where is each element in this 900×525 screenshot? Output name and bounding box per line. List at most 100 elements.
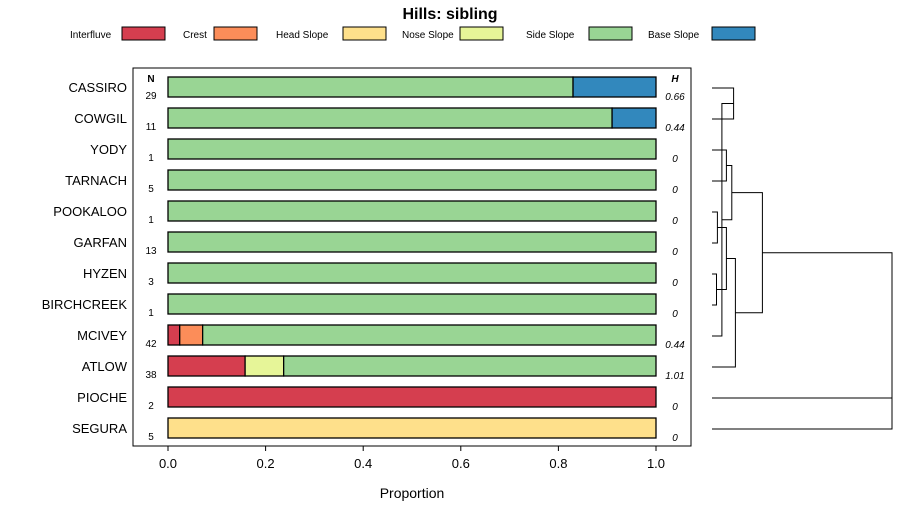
n-header: N — [147, 74, 154, 85]
n-value: 29 — [145, 91, 157, 102]
x-tick-label: 0.2 — [257, 456, 275, 471]
row-label: BIRCHCREEK — [42, 297, 128, 312]
n-value: 5 — [148, 184, 154, 195]
n-value: 5 — [148, 432, 154, 443]
bar-row: GARFAN 13 0 — [74, 231, 678, 258]
bar-segment — [167, 76, 574, 98]
bar-segment — [167, 386, 657, 408]
bar-segment — [167, 262, 657, 284]
n-value: 42 — [145, 339, 157, 350]
x-tick-label: 1.0 — [647, 456, 665, 471]
h-value: 1.01 — [665, 371, 684, 382]
row-label: HYZEN — [83, 266, 127, 281]
row-label: MCIVEY — [77, 328, 127, 343]
bar-row: COWGIL 11 0.44 — [74, 107, 685, 134]
h-value: 0 — [672, 216, 678, 227]
chart-title: Hills: sibling — [402, 6, 497, 23]
dendrogram-branch — [712, 252, 893, 399]
legend-label: Nose Slope — [402, 30, 454, 41]
bar-segment — [167, 293, 657, 315]
row-label: POOKALOO — [53, 204, 127, 219]
bar-segment — [167, 355, 246, 377]
row-label: SEGURA — [72, 421, 127, 436]
bar-row: PIOCHE 2 0 — [77, 386, 678, 413]
legend-label: Side Slope — [526, 30, 575, 41]
row-label: COWGIL — [74, 111, 127, 126]
row-label: YODY — [90, 142, 127, 157]
dendrogram-branch — [731, 192, 763, 314]
bar-segment — [244, 355, 285, 377]
bar-row: YODY 1 0 — [90, 138, 678, 165]
dendrogram — [712, 87, 893, 430]
n-value: 3 — [148, 277, 154, 288]
n-value: 1 — [148, 153, 154, 164]
h-value: 0.44 — [665, 340, 685, 351]
bar-segment — [201, 324, 657, 346]
bar-segment — [167, 169, 657, 191]
bar-row: SEGURA 5 0 — [72, 417, 678, 444]
legend-swatch — [711, 26, 756, 41]
row-label: ATLOW — [82, 359, 128, 374]
legend-label: Interfluve — [70, 30, 112, 41]
h-value: 0 — [672, 185, 678, 196]
bar-row: ATLOW 38 1.01 — [82, 355, 685, 382]
bar-row: POOKALOO 1 0 — [53, 200, 678, 227]
h-value: 0 — [672, 154, 678, 165]
legend-swatch — [459, 26, 504, 41]
legend-swatch — [588, 26, 633, 41]
row-label: GARFAN — [74, 235, 127, 250]
legend: Interfluve Crest Head Slope Nose Slope Side … — [70, 26, 756, 41]
legend-swatch — [213, 26, 258, 41]
bar-segment — [572, 76, 657, 98]
h-value: 0 — [672, 309, 678, 320]
bar-row: CASSIRO 29 0.66 — [68, 76, 685, 103]
bar-row: BIRCHCREEK 1 0 — [42, 293, 678, 320]
legend-swatch — [121, 26, 166, 41]
row-label: PIOCHE — [77, 390, 127, 405]
h-value: 0.44 — [665, 123, 685, 134]
x-tick-label: 0.4 — [354, 456, 372, 471]
plot-frame — [132, 67, 692, 447]
dendrogram-branch — [712, 273, 717, 306]
legend-label: Crest — [183, 30, 207, 41]
x-tick-label: 0.6 — [452, 456, 470, 471]
bar-segment — [167, 200, 657, 222]
x-tick-label: 0.0 — [159, 456, 177, 471]
n-value: 2 — [148, 401, 154, 412]
bar-row: TARNACH 5 0 — [65, 169, 678, 196]
dendrogram-branch — [712, 149, 727, 182]
bar-segment — [611, 107, 657, 129]
h-value: 0 — [672, 402, 678, 413]
dendrogram-branch — [712, 325, 893, 430]
x-axis-title: Proportion — [380, 485, 445, 501]
h-value: 0.66 — [665, 92, 685, 103]
h-value: 0 — [672, 433, 678, 444]
bar-row: HYZEN 3 0 — [83, 262, 678, 289]
bar-segment — [179, 324, 204, 346]
bar-segment — [167, 324, 181, 346]
bar-segment — [167, 417, 657, 439]
bar-segment — [167, 231, 657, 253]
dendrogram-branch — [712, 258, 736, 368]
legend-label: Base Slope — [648, 30, 700, 41]
row-label: TARNACH — [65, 173, 127, 188]
n-value: 38 — [145, 370, 157, 381]
bar-row: MCIVEY 42 0.44 — [77, 324, 685, 351]
h-value: 0 — [672, 247, 678, 258]
bar-segment — [167, 107, 613, 129]
x-tick-label: 0.8 — [549, 456, 567, 471]
bar-segment — [283, 355, 657, 377]
legend-label: Head Slope — [276, 30, 329, 41]
dendrogram-branch — [712, 211, 718, 244]
row-label: CASSIRO — [68, 80, 127, 95]
n-value: 11 — [146, 122, 157, 133]
h-value: 0 — [672, 278, 678, 289]
x-axis: 0.0 0.2 0.4 0.6 0.8 1.0 — [159, 446, 665, 471]
n-value: 1 — [148, 215, 154, 226]
legend-swatch — [342, 26, 387, 41]
bar-segment — [167, 138, 657, 160]
n-value: 1 — [148, 308, 154, 319]
h-header: H — [671, 74, 679, 85]
